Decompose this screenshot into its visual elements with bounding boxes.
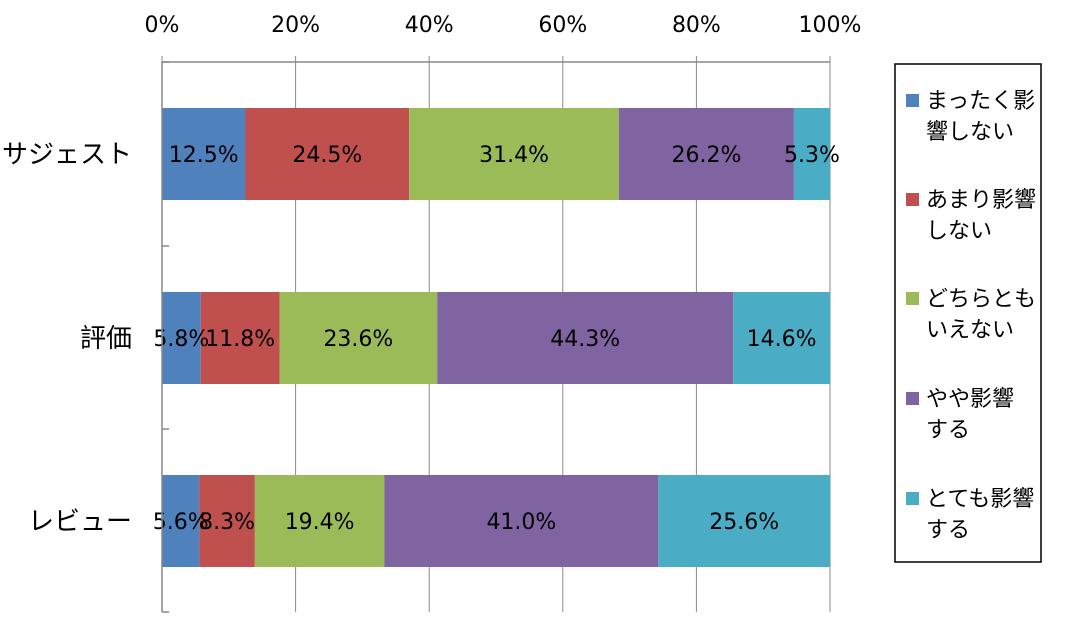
legend-label: しない — [926, 219, 992, 244]
x-tick-label: 20% — [271, 13, 320, 38]
data-label: 12.5% — [169, 143, 239, 168]
x-tick-labels: 0% 20% 40% 60% 80% 100% — [145, 13, 862, 38]
data-label: 11.8% — [205, 327, 275, 352]
data-label: 44.3% — [550, 327, 620, 352]
bar-segment — [618, 108, 794, 200]
bars — [162, 108, 830, 567]
category-label: 評価 — [80, 324, 132, 354]
legend-swatch — [906, 193, 919, 206]
bar-segment — [658, 475, 830, 567]
bar-segment — [793, 108, 830, 200]
x-tick-label: 100% — [799, 13, 862, 38]
x-tick-label: 80% — [672, 13, 721, 38]
data-label: 5.3% — [784, 143, 840, 168]
bar-segment — [279, 292, 438, 384]
category-label: サジェスト — [2, 140, 132, 170]
x-tick-label: 0% — [145, 13, 180, 38]
data-label: 8.3% — [199, 510, 255, 535]
legend-label: とても影響 — [926, 487, 1034, 512]
legend-label: する — [926, 418, 970, 443]
bar-segment — [162, 292, 201, 384]
legend-label: どちらとも — [926, 287, 1036, 312]
category-label: レビュー — [28, 507, 132, 537]
bar-segment — [437, 292, 734, 384]
legend-swatch — [906, 292, 919, 305]
bar-segment — [409, 108, 619, 200]
legend-box — [894, 63, 1042, 563]
data-label: 26.2% — [671, 143, 741, 168]
data-label: 23.6% — [323, 327, 393, 352]
legend-label: まったく影 — [926, 89, 1035, 114]
data-label: 31.4% — [479, 143, 549, 168]
bar-segment — [162, 475, 200, 567]
data-label: 19.4% — [285, 510, 355, 535]
bar-segment — [733, 292, 830, 384]
legend-label: 響しない — [926, 120, 1014, 145]
data-label: 25.6% — [709, 510, 779, 535]
axes — [161, 56, 831, 613]
bar-segment — [384, 475, 659, 567]
legend-label: する — [926, 518, 970, 543]
bar-segment — [245, 108, 410, 200]
legend-label: あまり影響 — [926, 188, 1036, 213]
bar-segment — [162, 108, 246, 200]
bar-segment — [199, 475, 255, 567]
data-labels: 12.5% 24.5% 31.4% 26.2% 5.3%5.8%11.8% 23.6% 44… — [153, 143, 840, 535]
data-label: 24.5% — [292, 143, 362, 168]
bar-segment — [254, 475, 385, 567]
x-tick-label: 60% — [538, 13, 587, 38]
x-tick-label: 40% — [405, 13, 454, 38]
legend-swatch — [906, 94, 919, 107]
legend-label: やや影響 — [926, 387, 1014, 412]
legend-label: いえない — [926, 318, 1014, 343]
legend-swatch — [906, 492, 919, 505]
data-label: 14.6% — [747, 327, 817, 352]
legend-swatch — [906, 392, 919, 405]
data-label: 41.0% — [486, 510, 556, 535]
bar-segment — [200, 292, 280, 384]
